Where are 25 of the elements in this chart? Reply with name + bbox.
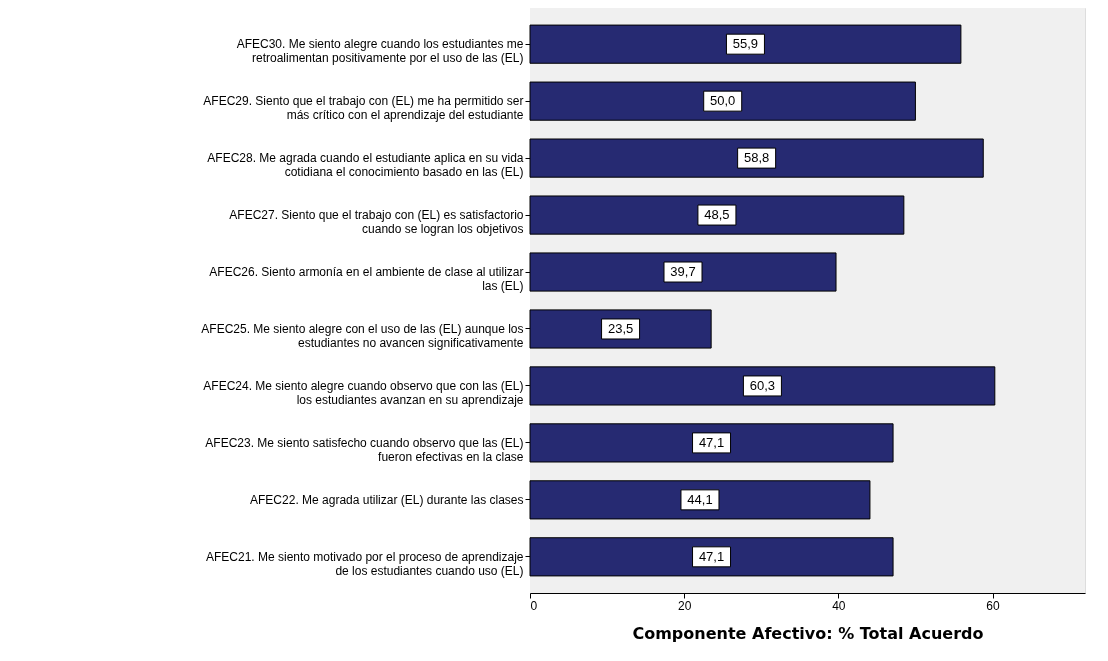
y-tick-label: AFEC25. Me siento alegre con el uso de las (EL) aunque los estudiantes no avancen significativamente xyxy=(201,321,524,350)
y-tick-label: AFEC27. Siento que el trabajo con (EL) es satisfactorio cuando se logran los objetivos xyxy=(229,208,524,237)
y-tick-label: AFEC30. Me siento alegre cuando los estudiantes me retroalimentan positivamente por el uso de las (EL) xyxy=(236,37,524,66)
data-label: 23,5 xyxy=(607,320,634,336)
data-label: 47,1 xyxy=(698,434,725,450)
y-tick-label: AFEC24. Me siento alegre cuando observo que con las (EL) los estudiantes avanzan en su aprendizaje xyxy=(203,378,524,407)
data-label: 44,1 xyxy=(687,491,713,507)
y-tick-label: AFEC29. Siento que el trabajo con (EL) me ha permitido ser más crítico con el aprendizaje del estudiante xyxy=(203,94,524,123)
data-label: 55,9 xyxy=(732,36,759,52)
y-tick-label: AFEC26. Siento armonía en el ambiente de clase al utilizar las (EL) xyxy=(209,265,524,294)
x-tick-label: 0 xyxy=(530,598,538,613)
data-label: 39,7 xyxy=(670,264,696,280)
x-tick-label: 60 xyxy=(986,598,1000,613)
x-tick-label: 20 xyxy=(677,598,692,613)
data-label: 60,3 xyxy=(749,377,776,393)
y-tick-label: AFEC22. Me agrada utilizar (EL) durante las clases xyxy=(250,492,524,507)
data-label: 58,8 xyxy=(743,150,770,166)
y-tick-label: AFEC28. Me agrada cuando el estudiante aplica en su vida cotidiana el conocimiento basado en las (EL) xyxy=(207,151,524,180)
y-tick-label: AFEC23. Me siento satisfecho cuando observo que las (EL) fueron efectivas en la clase xyxy=(205,435,524,464)
data-label: 47,1 xyxy=(698,548,725,564)
y-tick-label: AFEC21. Me siento motivado por el proceso de aprendizaje de los estudiantes cuando uso (EL) xyxy=(205,549,524,578)
data-label: 48,5 xyxy=(704,207,730,223)
data-label: 50,0 xyxy=(710,93,736,109)
x-tick-label: 40 xyxy=(832,598,846,613)
x-axis-title: Componente Afectivo: % Total Acuerdo xyxy=(632,623,984,643)
